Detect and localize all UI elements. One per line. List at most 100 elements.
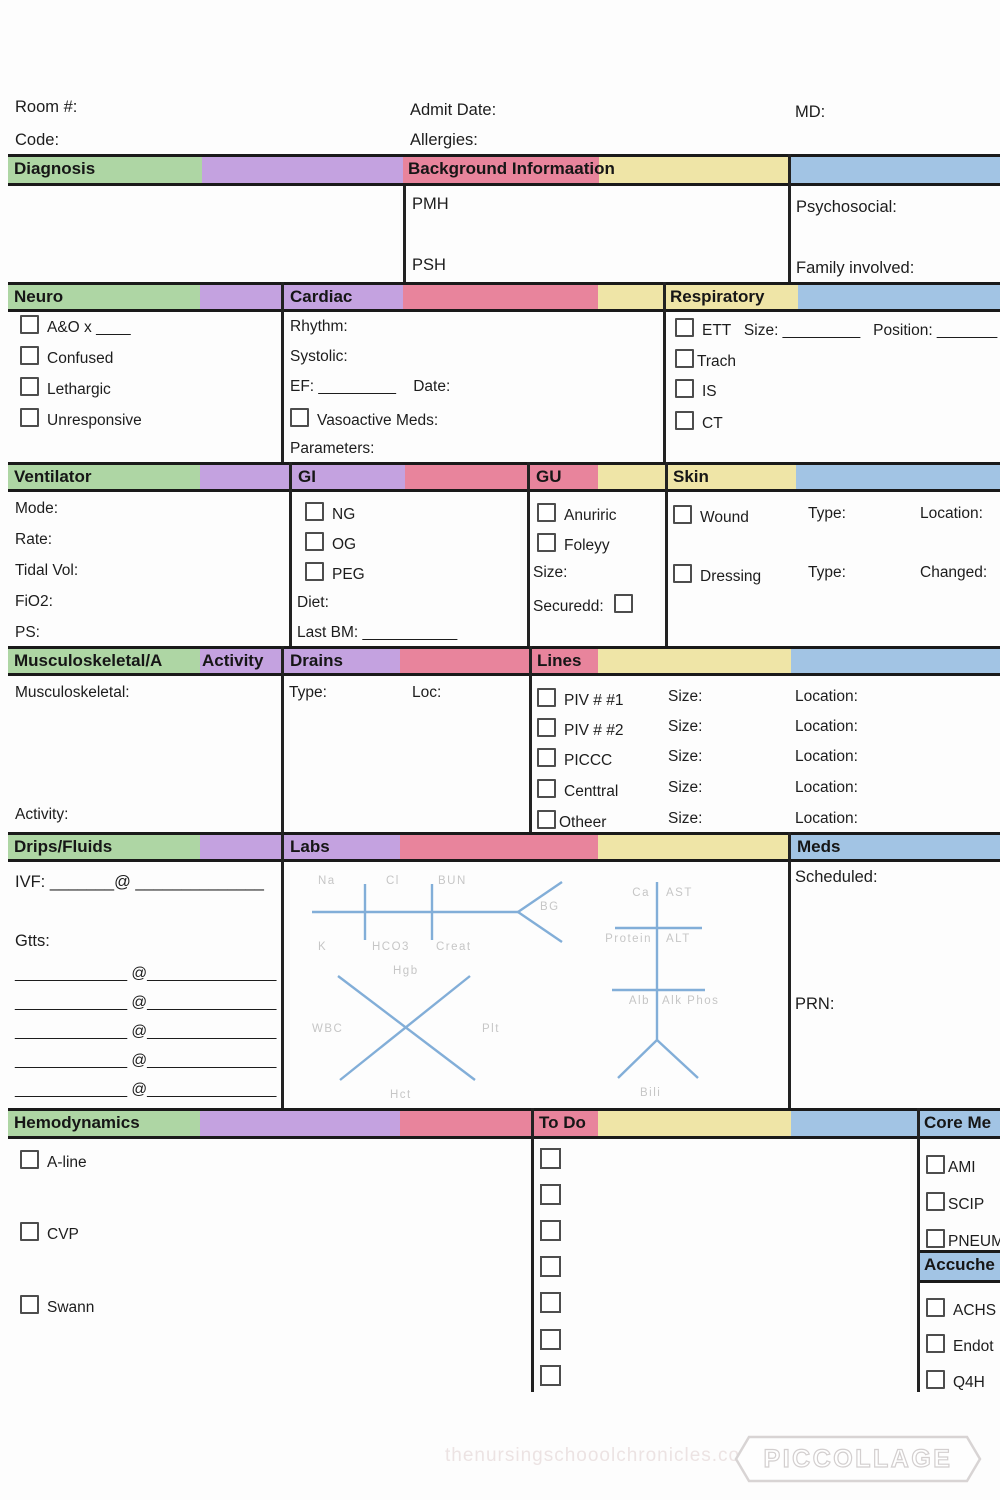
code-label: Code:: [15, 131, 60, 149]
checkbox[interactable]: [926, 1298, 945, 1317]
diagnosis-header-bg: [8, 157, 202, 183]
gi-peg-row: PEG: [305, 562, 365, 584]
skin-dressing-row: Dressing: [673, 564, 761, 586]
checkbox[interactable]: [926, 1370, 945, 1389]
lines-row-other: Otheer: [537, 810, 606, 832]
neuro-item-lethargic: Lethargic: [20, 377, 111, 399]
checkbox[interactable]: [675, 379, 694, 398]
checkbox[interactable]: [305, 532, 324, 551]
gu-title: GU: [536, 467, 562, 486]
checkbox[interactable]: [20, 346, 39, 365]
checkbox[interactable]: [20, 408, 39, 427]
lab-ca-label: Ca: [632, 887, 650, 899]
checkbox[interactable]: [20, 1295, 39, 1314]
cardiac-title: Cardiac: [290, 287, 353, 306]
core-pneum-row: PNEUM: [926, 1229, 1000, 1251]
lines-row-piv1: PIV # #1: [537, 688, 623, 710]
gi-ng-row: NG: [305, 502, 355, 524]
todo-checkbox[interactable]: [540, 1220, 561, 1241]
hemodynamics-title: Hemodynamics: [14, 1113, 140, 1132]
gtt-line: _____________ @_______________: [15, 994, 277, 1011]
neuro-title: Neuro: [14, 287, 64, 306]
lab-alt-label: ALT: [666, 933, 691, 945]
drains-title: Drains: [290, 651, 343, 670]
lines-location-label: Location:: [795, 810, 858, 827]
family-involved-label: Family involved:: [796, 259, 915, 277]
vent-fio2-label: FiO2:: [15, 593, 53, 610]
md-label: MD:: [795, 103, 826, 121]
band-musculo-drains-lines: Musculoskeletal/A Activity Drains Lines: [8, 646, 1000, 676]
core-measures-title: Core Me: [924, 1113, 992, 1132]
lines-location-label: Location:: [795, 688, 858, 705]
todo-checkbox[interactable]: [540, 1365, 561, 1386]
checkbox[interactable]: [20, 315, 39, 334]
todo-checkbox[interactable]: [540, 1148, 561, 1169]
vent-ps-label: PS:: [15, 624, 40, 641]
checkbox[interactable]: [20, 377, 39, 396]
accuchecks-title: Accuche: [924, 1255, 995, 1274]
checkbox[interactable]: [20, 1150, 39, 1169]
band-diagnosis-background: Diagnosis Background Informaation: [8, 154, 1000, 186]
todo-checkbox[interactable]: [540, 1256, 561, 1277]
skin-dressing-type-label: Type:: [808, 564, 846, 581]
checkbox[interactable]: [675, 318, 694, 337]
ventilator-title: Ventilator: [14, 467, 92, 486]
checkbox[interactable]: [305, 502, 324, 521]
checkbox[interactable]: [537, 688, 556, 707]
cardiac-parameters-label: Parameters:: [290, 440, 375, 457]
divider: [665, 462, 668, 646]
drips-title: Drips/Fluids: [14, 837, 113, 856]
labs-title: Labs: [290, 837, 330, 856]
gi-og-row: OG: [305, 532, 356, 554]
checkbox[interactable]: [926, 1155, 945, 1174]
checkbox[interactable]: [305, 562, 324, 581]
lab-bg-label: BG: [540, 901, 560, 913]
drains-type-label: Type:: [289, 684, 327, 701]
checkbox[interactable]: [20, 1222, 39, 1241]
pmh-label: PMH: [412, 195, 449, 213]
accuchecks-header: Accuche: [920, 1250, 1000, 1283]
hemo-swann-row: Swann: [20, 1295, 94, 1317]
checkbox[interactable]: [290, 408, 309, 427]
meds-prn-label: PRN:: [795, 995, 835, 1013]
checkbox[interactable]: [926, 1334, 945, 1353]
gtt-line: _____________ @_______________: [15, 1081, 277, 1098]
divider: [788, 154, 791, 282]
gtt-line: _____________ @_______________: [15, 1023, 277, 1040]
gu-secured-row: Securedd:: [533, 594, 633, 616]
checkbox[interactable]: [675, 411, 694, 430]
resp-trach-row: Trach: [675, 349, 736, 371]
todo-checkbox[interactable]: [540, 1292, 561, 1313]
admit-date-label: Admit Date:: [410, 101, 497, 119]
checkbox[interactable]: [926, 1192, 945, 1211]
todo-checkbox[interactable]: [540, 1329, 561, 1350]
musculoskeletal-title: Musculoskeletal/A: [14, 651, 163, 670]
gtt-line: _____________ @_______________: [15, 965, 277, 982]
meds-scheduled-label: Scheduled:: [795, 868, 878, 886]
checkbox[interactable]: [926, 1229, 945, 1248]
checkbox[interactable]: [537, 533, 556, 552]
checkbox[interactable]: [673, 505, 692, 524]
band-ventilator-gi-gu-skin: Ventilator GI GU Skin: [8, 462, 1000, 492]
lines-row-picc: PICCC: [537, 748, 612, 770]
psychosocial-label: Psychosocial:: [796, 198, 897, 216]
lab-creat-label: Creat: [436, 941, 472, 953]
checkbox[interactable]: [537, 779, 556, 798]
divider: [281, 832, 284, 1108]
checkbox[interactable]: [675, 349, 694, 368]
checkbox[interactable]: [613, 594, 633, 613]
accu-achs-row: ACHS: [926, 1298, 996, 1320]
checkbox[interactable]: [673, 564, 692, 583]
todo-checkbox[interactable]: [540, 1184, 561, 1205]
lab-bun-label: BUN: [438, 875, 467, 887]
band-drips-labs-meds: Drips/Fluids Labs Meds: [8, 832, 1000, 862]
lab-alkphos-label: Alk Phos: [662, 995, 719, 1007]
resp-ct-row: CT: [675, 411, 723, 433]
checkbox[interactable]: [537, 503, 556, 522]
neuro-item-unresponsive: Unresponsive: [20, 408, 142, 430]
checkbox[interactable]: [537, 748, 556, 767]
checkbox[interactable]: [537, 718, 556, 737]
neuro-item-confused: Confused: [20, 346, 113, 368]
checkbox[interactable]: [537, 810, 556, 829]
